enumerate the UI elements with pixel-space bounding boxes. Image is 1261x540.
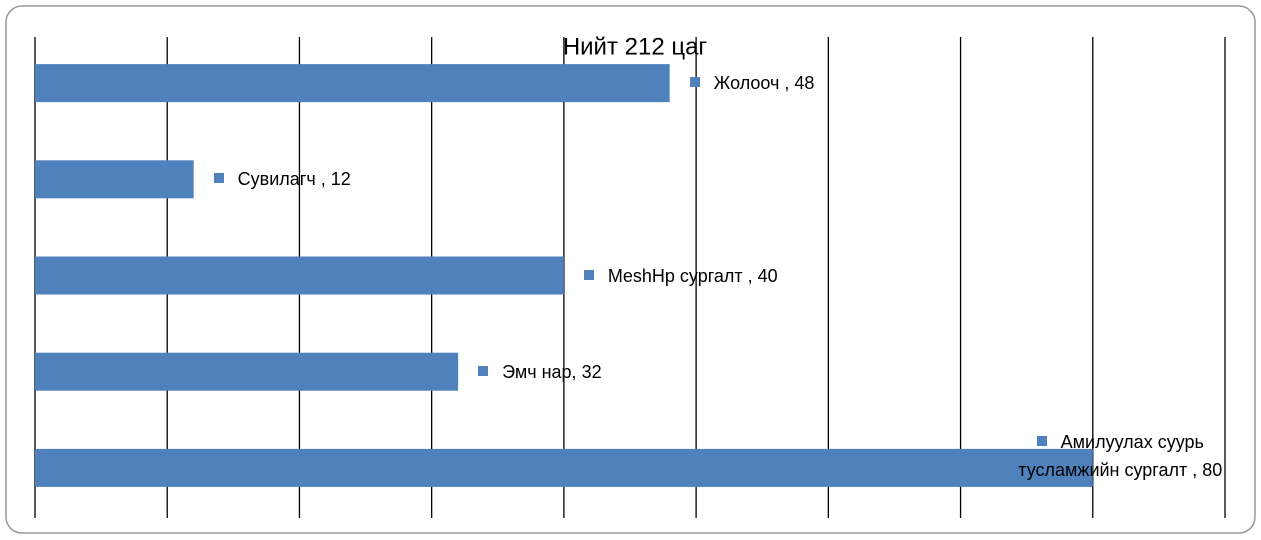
bar: [35, 256, 564, 295]
label-marker: [689, 77, 700, 88]
data-label-text: Эмч нар, 32: [502, 361, 602, 382]
data-label: Сувилагч , 12: [213, 165, 351, 193]
data-label-text: Амилуулах суурь тусламжийн сургалт , 80: [1018, 431, 1223, 480]
chart-border: [5, 5, 1256, 534]
label-marker: [1036, 435, 1047, 446]
data-label-text: Жолооч , 48: [713, 73, 815, 94]
bar: [35, 352, 459, 391]
bar: [35, 448, 1093, 487]
label-marker: [478, 365, 489, 376]
data-label: MeshHp сургалт , 40: [583, 262, 778, 290]
label-marker: [213, 173, 224, 184]
data-label-text: MeshHp сургалт , 40: [607, 265, 778, 286]
data-label: Жолооч , 48: [689, 69, 815, 97]
data-label-text: Сувилагч , 12: [237, 169, 351, 190]
bar: [35, 160, 194, 199]
data-label: Амилуулах суурь тусламжийн сургалт , 80: [998, 428, 1243, 484]
bar: [35, 64, 670, 103]
chart-title: Нийт 212 цаг: [563, 33, 708, 60]
data-label: Эмч нар, 32: [478, 358, 602, 386]
label-marker: [583, 269, 594, 280]
